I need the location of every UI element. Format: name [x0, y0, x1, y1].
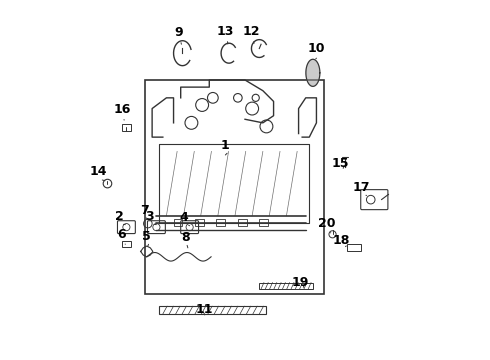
Text: 5: 5	[143, 230, 151, 243]
Text: 1: 1	[221, 139, 230, 152]
Text: 17: 17	[353, 181, 370, 194]
Text: 20: 20	[318, 217, 335, 230]
Text: 2: 2	[115, 210, 123, 223]
Text: 9: 9	[174, 26, 183, 39]
Bar	[122, 241, 131, 247]
Text: 18: 18	[333, 234, 350, 247]
Text: 14: 14	[89, 165, 106, 178]
Polygon shape	[306, 59, 320, 86]
Text: 16: 16	[113, 103, 130, 116]
Text: 19: 19	[292, 276, 309, 289]
Text: 6: 6	[118, 228, 126, 241]
Text: 4: 4	[180, 211, 189, 224]
Text: 11: 11	[195, 303, 213, 316]
Bar	[195, 219, 204, 226]
Text: 13: 13	[217, 25, 234, 38]
Bar	[259, 219, 268, 226]
Bar	[145, 80, 323, 294]
Text: 10: 10	[308, 42, 325, 55]
Text: 15: 15	[332, 157, 349, 170]
Bar	[238, 219, 247, 226]
Bar	[122, 124, 131, 131]
Text: 8: 8	[181, 231, 190, 244]
Bar	[347, 244, 361, 251]
Bar	[259, 283, 313, 289]
Text: 7: 7	[140, 204, 148, 217]
Bar	[217, 219, 225, 226]
Text: 3: 3	[146, 210, 154, 223]
Bar	[173, 219, 182, 226]
Text: 12: 12	[243, 25, 261, 38]
Bar	[159, 306, 267, 314]
